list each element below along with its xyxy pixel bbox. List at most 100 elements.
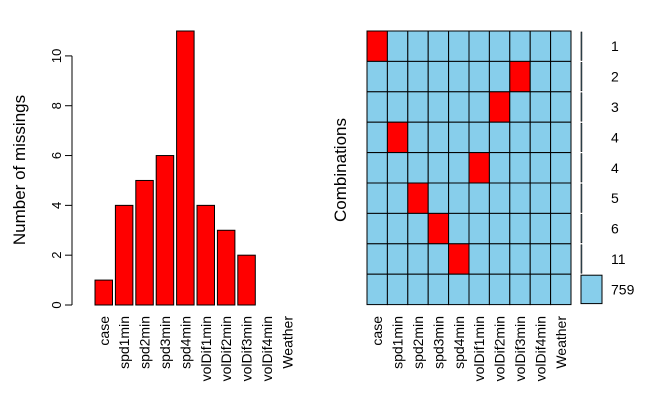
bar-spd3min (155, 155, 175, 306)
bar-volDif2min (216, 229, 236, 306)
heatmap-cell-observed (509, 121, 531, 154)
heatmap-cell-observed (529, 30, 552, 62)
bar-y-tick-label: 8 (49, 102, 64, 109)
bar-volDif1min (196, 204, 215, 306)
heatmap-cell-observed (407, 212, 429, 245)
heatmap-cell-observed (427, 243, 450, 275)
heatmap-cell-observed (386, 30, 409, 62)
heatmap-cell-observed (448, 212, 470, 245)
heatmap-cell-observed (509, 212, 531, 245)
heatmap-cell-observed (427, 273, 450, 306)
heatmap-cell-observed (386, 60, 409, 93)
heatmap-cell-missing (366, 30, 388, 62)
heatmap-cell-missing (407, 182, 429, 214)
combination-count-label: 4 (611, 129, 619, 145)
heatmap-column-label: spd2min (410, 316, 426, 369)
heatmap-cell-observed (509, 152, 531, 184)
heatmap-column-label: volDif3min (512, 316, 528, 381)
bar-y-tick-label: 2 (49, 252, 64, 259)
heatmap-cell-observed (488, 273, 511, 306)
heatmap-cell-observed (427, 60, 450, 93)
heatmap-column-label: volDif1min (471, 316, 487, 381)
combination-count-label: 3 (611, 99, 619, 115)
bar-spd1min (114, 204, 134, 306)
heatmap-cell-observed (407, 152, 429, 184)
heatmap-cell-observed (407, 243, 429, 275)
heatmap-cell-observed (448, 273, 470, 306)
heatmap-cell-observed (488, 60, 511, 93)
heatmap-cell-observed (529, 152, 552, 184)
bar-category-label: spd1min (116, 316, 132, 369)
heatmap-cell-observed (366, 152, 388, 184)
heatmap-cell-observed (550, 91, 572, 123)
bar-y-tick-label: 6 (49, 152, 64, 159)
bar-volDif3min (237, 254, 256, 306)
heatmap-cell-observed (468, 182, 490, 214)
frequency-bar (580, 122, 583, 152)
heatmap-cell-observed (407, 273, 429, 306)
heatmap-cell-observed (386, 212, 409, 245)
heatmap-cell-observed (407, 91, 429, 123)
bar-case (94, 279, 113, 306)
heatmap-cell-observed (468, 91, 490, 123)
heatmap-cell-observed (427, 121, 450, 154)
heatmap-column-label: spd4min (451, 316, 467, 369)
heatmap-cell-observed (366, 91, 388, 123)
heatmap-cell-observed (488, 121, 511, 154)
heatmap-cell-observed (550, 243, 572, 275)
heatmap-cell-observed (509, 30, 531, 62)
heatmap-cell-observed (366, 212, 388, 245)
heatmap-cell-observed (550, 212, 572, 245)
heatmap-cell-observed (407, 60, 429, 93)
heatmap-cell-observed (366, 121, 388, 154)
heatmap-cell-observed (366, 273, 388, 306)
heatmap-cell-observed (509, 182, 531, 214)
combination-count-label: 1 (611, 38, 619, 54)
heatmap-cell-observed (468, 212, 490, 245)
frequency-bar (580, 244, 583, 274)
frequency-bar (580, 214, 583, 244)
heatmap-column-label: Weather (553, 316, 569, 369)
heatmap-cell-observed (448, 30, 470, 62)
heatmap-cell-observed (427, 152, 450, 184)
missing-count-bar-chart: Number of missings 0 2 4 6 8 10 case spd1min spd… (10, 30, 295, 381)
heatmap-cell-observed (488, 152, 511, 184)
bar-category-label: volDif3min (239, 316, 255, 381)
heatmap-cell-observed (427, 91, 450, 123)
heatmap-cell-observed (468, 60, 490, 93)
bar-category-label: volDif2min (218, 316, 234, 381)
heatmap-cell-observed (407, 121, 429, 154)
heatmap-cell-observed (488, 212, 511, 245)
heatmap-cell-observed (468, 273, 490, 306)
heatmap-column-label: case (369, 316, 385, 346)
heatmap-cell-missing (386, 121, 409, 154)
heatmap-cell-observed (386, 273, 409, 306)
bar-category-label: spd4min (177, 316, 193, 369)
heatmap-cell-observed (529, 121, 552, 154)
heatmap-cell-observed (366, 182, 388, 214)
heatmap-cell-observed (386, 182, 409, 214)
heatmap-cell-observed (448, 121, 470, 154)
heatmap-cell-observed (529, 182, 552, 214)
heatmap-column-label: volDif4min (532, 316, 548, 381)
heatmap-cell-observed (488, 182, 511, 214)
heatmap-column-label: volDif2min (492, 316, 508, 381)
heatmap-cell-observed (448, 152, 470, 184)
combinations-heatmap: Combinations case spd1min spd2min spd3min sp… (331, 30, 635, 381)
bar-spd4min (176, 30, 195, 306)
heatmap-cell-observed (448, 91, 470, 123)
heatmap-cell-observed (529, 91, 552, 123)
heatmap-cell-observed (427, 182, 450, 214)
frequency-bar (580, 183, 583, 213)
heatmap-cell-observed (550, 30, 572, 62)
heatmap-cell-observed (448, 60, 470, 93)
heatmap-cell-observed (550, 182, 572, 214)
heatmap-cell-observed (529, 212, 552, 245)
heatmap-cell-observed (529, 273, 552, 306)
bar-spd2min (135, 179, 154, 306)
heatmap-cell-observed (509, 91, 531, 123)
heatmap-cell-observed (386, 243, 409, 275)
frequency-bar (580, 31, 583, 61)
heatmap-cell-observed (550, 60, 572, 93)
combination-count-label: 4 (611, 160, 619, 176)
